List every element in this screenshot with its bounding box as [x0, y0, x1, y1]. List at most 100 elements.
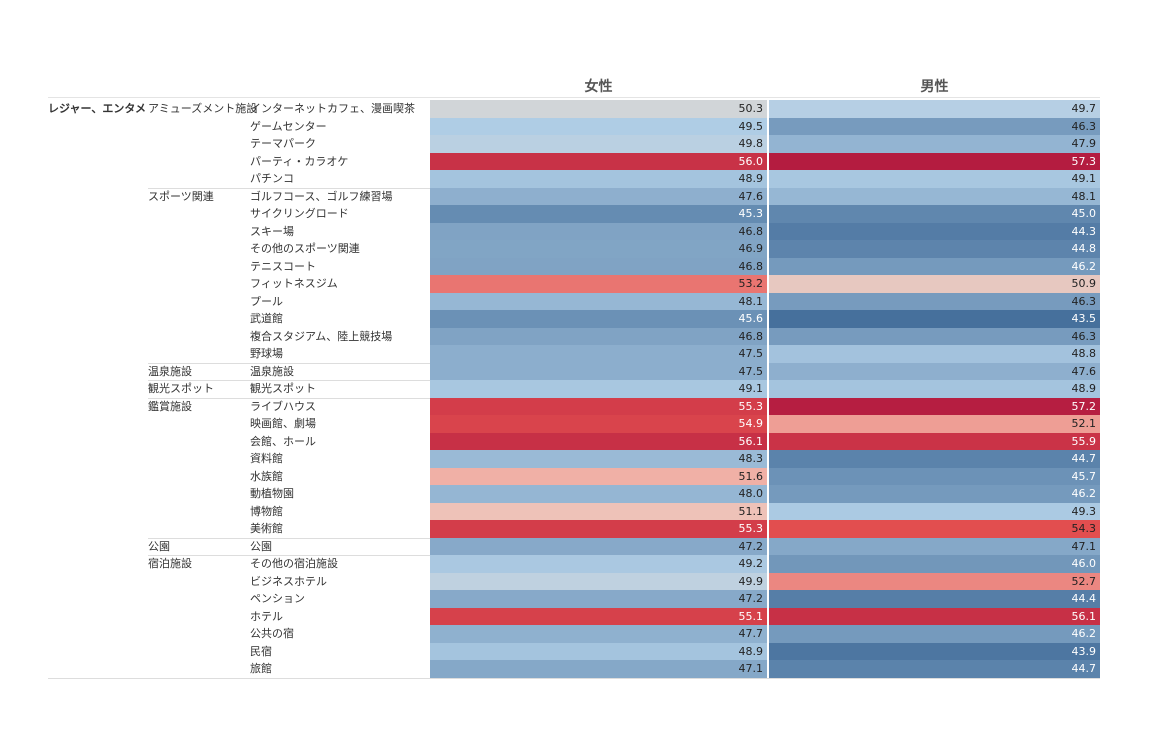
- heat-cell: [430, 502, 767, 521]
- group-label: レジャー、エンタメ: [48, 102, 147, 115]
- heat-cell: [430, 275, 767, 293]
- cell-value: 53.2: [738, 277, 764, 290]
- cell-value: 46.2: [1071, 627, 1097, 640]
- heat-cell: [769, 485, 1100, 503]
- heat-cell: [430, 100, 767, 118]
- heat-cell: [769, 467, 1100, 486]
- cell-value: 46.3: [1071, 294, 1097, 308]
- cell-value: 49.5: [738, 119, 764, 133]
- cell-value: 45.3: [738, 207, 764, 220]
- heat-cell: [430, 415, 767, 433]
- heat-cell: [430, 345, 767, 363]
- heat-cell: [769, 415, 1100, 433]
- cell-value: 47.9: [1071, 137, 1097, 150]
- heat-cell: [769, 362, 1100, 381]
- heat-cell: [769, 380, 1100, 398]
- cell-value: 50.3: [738, 102, 764, 115]
- heat-cell: [769, 117, 1100, 136]
- column-header: 男性: [920, 79, 949, 95]
- subgroup-label: 鑑賞施設: [148, 399, 192, 413]
- cell-value: 44.3: [1071, 224, 1097, 238]
- heat-cell: [769, 310, 1100, 328]
- heat-cell: [430, 327, 767, 346]
- cell-value: 44.8: [1071, 242, 1097, 255]
- heat-cell: [430, 117, 767, 136]
- row-label: 複合スタジアム、陸上競技場: [250, 329, 393, 343]
- heat-cell: [430, 222, 767, 241]
- subgroup-separator: [148, 397, 430, 399]
- cell-value: 44.7: [1071, 452, 1097, 465]
- row-label: ペンション: [250, 592, 305, 605]
- cell-value: 54.9: [738, 417, 764, 430]
- row-label: 映画館、劇場: [250, 417, 316, 430]
- row-label: 美術館: [250, 522, 283, 535]
- cell-value: 46.8: [738, 259, 764, 273]
- cell-value: 47.1: [1071, 539, 1097, 553]
- cell-value: 51.6: [738, 469, 764, 483]
- cell-value: 46.9: [738, 242, 764, 255]
- row-label: 資料館: [250, 452, 283, 465]
- cell-value: 47.2: [738, 539, 764, 553]
- cell-value: 48.3: [738, 452, 764, 465]
- heat-cell: [430, 537, 767, 556]
- bottom-line: [48, 677, 1100, 679]
- cell-value: 57.3: [1071, 154, 1097, 168]
- heat-cell: [769, 170, 1100, 188]
- row-label: 公園: [250, 539, 272, 553]
- cell-value: 56.0: [738, 154, 764, 168]
- cell-value: 47.7: [738, 627, 764, 640]
- subgroup-separator: [148, 537, 430, 539]
- cell-value: 48.1: [738, 294, 764, 308]
- row-label: プール: [250, 294, 283, 308]
- cell-value: 56.1: [738, 434, 764, 448]
- row-label: テーマパーク: [250, 137, 316, 150]
- heat-cell: [769, 257, 1100, 276]
- cell-value: 48.0: [738, 487, 764, 500]
- heat-cell: [430, 397, 767, 416]
- heat-cell: [430, 292, 767, 311]
- heat-cell: [769, 327, 1100, 346]
- cell-value: 43.5: [1071, 312, 1097, 325]
- cell-value: 49.1: [1071, 172, 1097, 185]
- cell-value: 57.2: [1071, 399, 1097, 413]
- heat-cell: [769, 450, 1100, 468]
- cell-value: 45.7: [1071, 469, 1097, 483]
- column-header: 女性: [584, 79, 613, 95]
- row-label: 博物館: [250, 504, 283, 518]
- row-label: 旅館: [250, 662, 272, 675]
- heat-cell: [430, 205, 767, 223]
- row-label: サイクリングロード: [250, 207, 349, 220]
- cell-value: 49.2: [738, 557, 764, 570]
- heat-cell: [430, 362, 767, 381]
- cell-value: 49.9: [738, 574, 764, 588]
- cell-value: 47.2: [738, 592, 764, 605]
- subgroup-label: 宿泊施設: [148, 557, 192, 570]
- cell-value: 46.8: [738, 224, 764, 238]
- heat-cell: [430, 240, 767, 258]
- heat-cell: [769, 590, 1100, 608]
- row-label: 温泉施設: [250, 364, 294, 378]
- cell-value: 52.7: [1071, 574, 1097, 588]
- heat-cell: [769, 625, 1100, 643]
- cell-value: 55.1: [738, 609, 764, 623]
- subgroup-separator: [148, 380, 430, 381]
- cell-value: 45.6: [738, 312, 764, 325]
- subgroup-separator: [148, 362, 430, 364]
- heat-cell: [769, 152, 1100, 171]
- cell-value: 48.1: [1071, 189, 1097, 203]
- heat-cell: [769, 100, 1100, 118]
- cell-value: 46.0: [1071, 557, 1097, 570]
- heat-cell: [769, 222, 1100, 241]
- cell-value: 45.0: [1071, 207, 1097, 220]
- cell-value: 49.7: [1071, 102, 1097, 115]
- cell-value: 55.3: [738, 399, 764, 413]
- heat-cell: [769, 572, 1100, 591]
- heat-cell: [430, 660, 767, 678]
- row-label: ビジネスホテル: [250, 574, 327, 588]
- heat-cell: [769, 187, 1100, 206]
- row-label: ホテル: [250, 609, 283, 623]
- cell-value: 46.2: [1071, 259, 1097, 273]
- heat-cell: [430, 607, 767, 626]
- cell-value: 47.5: [738, 364, 764, 378]
